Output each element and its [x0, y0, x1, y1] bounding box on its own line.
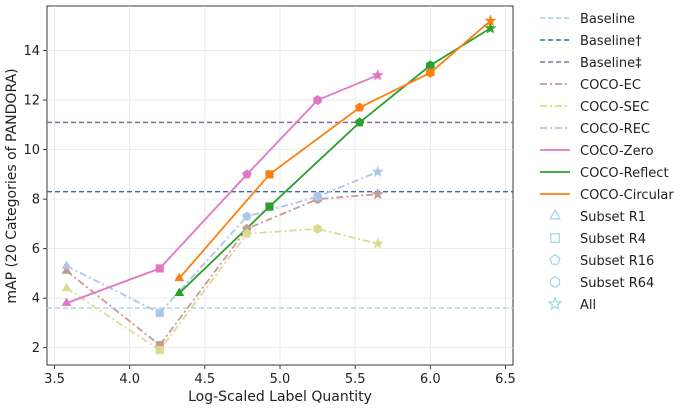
data-point — [61, 282, 72, 292]
data-point — [265, 202, 274, 211]
legend-marker — [549, 276, 561, 288]
legend-marker — [547, 296, 563, 311]
data-point — [371, 237, 384, 249]
data-point — [242, 169, 252, 179]
legend-label: Baseline‡ — [580, 56, 642, 71]
data-markers — [61, 14, 497, 355]
data-point — [242, 211, 252, 221]
data-point — [313, 95, 322, 106]
x-tick-label: 5.0 — [270, 372, 291, 387]
grid — [47, 6, 513, 365]
data-point — [155, 308, 164, 318]
x-tick-label: 3.5 — [44, 372, 65, 387]
legend-label: Subset R1 — [580, 210, 646, 225]
data-point — [242, 228, 252, 238]
legend-label: Subset R16 — [580, 254, 654, 269]
data-point — [174, 287, 185, 297]
y-tick-label: 2 — [32, 341, 40, 356]
data-point — [155, 346, 164, 355]
data-point — [61, 265, 72, 274]
data-point — [265, 170, 274, 179]
x-tick-label: 5.5 — [345, 372, 366, 387]
y-tick-label: 4 — [32, 292, 40, 307]
legend-label: Baseline† — [580, 34, 642, 49]
legend-label: COCO-Circular — [580, 188, 674, 203]
y-axis-label: mAP (20 Categories of PANDORA) — [4, 68, 20, 303]
data-point — [484, 21, 497, 34]
legend-label: Subset R64 — [580, 276, 654, 291]
legend-label: COCO-Zero — [580, 144, 654, 159]
legend-label: COCO-EC — [580, 78, 641, 93]
y-tick-label: 10 — [23, 143, 40, 158]
legend-label: COCO-REC — [580, 122, 650, 137]
x-axis-label: Log-Scaled Label Quantity — [188, 389, 372, 405]
legend-label: Subset R4 — [580, 232, 646, 247]
data-point — [174, 272, 185, 282]
data-point — [61, 260, 72, 269]
x-axis-ticks: 3.5 4.0 4.5 5.0 5.5 6.0 6.5 — [44, 365, 516, 387]
x-tick-label: 4.0 — [119, 372, 140, 387]
data-point — [371, 187, 384, 200]
legend-label: All — [580, 298, 596, 313]
series-line — [65, 193, 378, 347]
y-tick-label: 6 — [32, 242, 40, 257]
legend-label: COCO-SEC — [580, 100, 649, 115]
data-point — [354, 117, 365, 127]
y-tick-label: 12 — [23, 94, 40, 109]
x-tick-label: 6.5 — [495, 372, 516, 387]
data-point — [371, 165, 384, 178]
y-tick-label: 8 — [32, 193, 40, 208]
data-point — [484, 14, 497, 27]
data-point — [371, 68, 384, 81]
legend: Baseline Baseline† Baseline‡ COCO-EC COCO-SE… — [540, 12, 674, 313]
y-axis-ticks: 2 4 6 8 10 12 14 — [23, 44, 47, 356]
data-point — [313, 223, 322, 234]
legend-marker — [550, 233, 560, 243]
baseline-lines — [47, 121, 513, 309]
data-point — [426, 67, 435, 78]
y-tick-label: 14 — [23, 44, 40, 59]
x-tick-label: 6.0 — [420, 372, 441, 387]
data-point — [61, 297, 72, 306]
legend-marker — [549, 254, 561, 265]
x-tick-label: 4.5 — [194, 372, 215, 387]
legend-label: COCO-Reflect — [580, 166, 669, 181]
data-point — [155, 264, 164, 273]
data-point — [313, 191, 322, 202]
data-point — [354, 102, 365, 112]
legend-label: Baseline — [580, 12, 635, 27]
legend-marker — [549, 209, 561, 220]
